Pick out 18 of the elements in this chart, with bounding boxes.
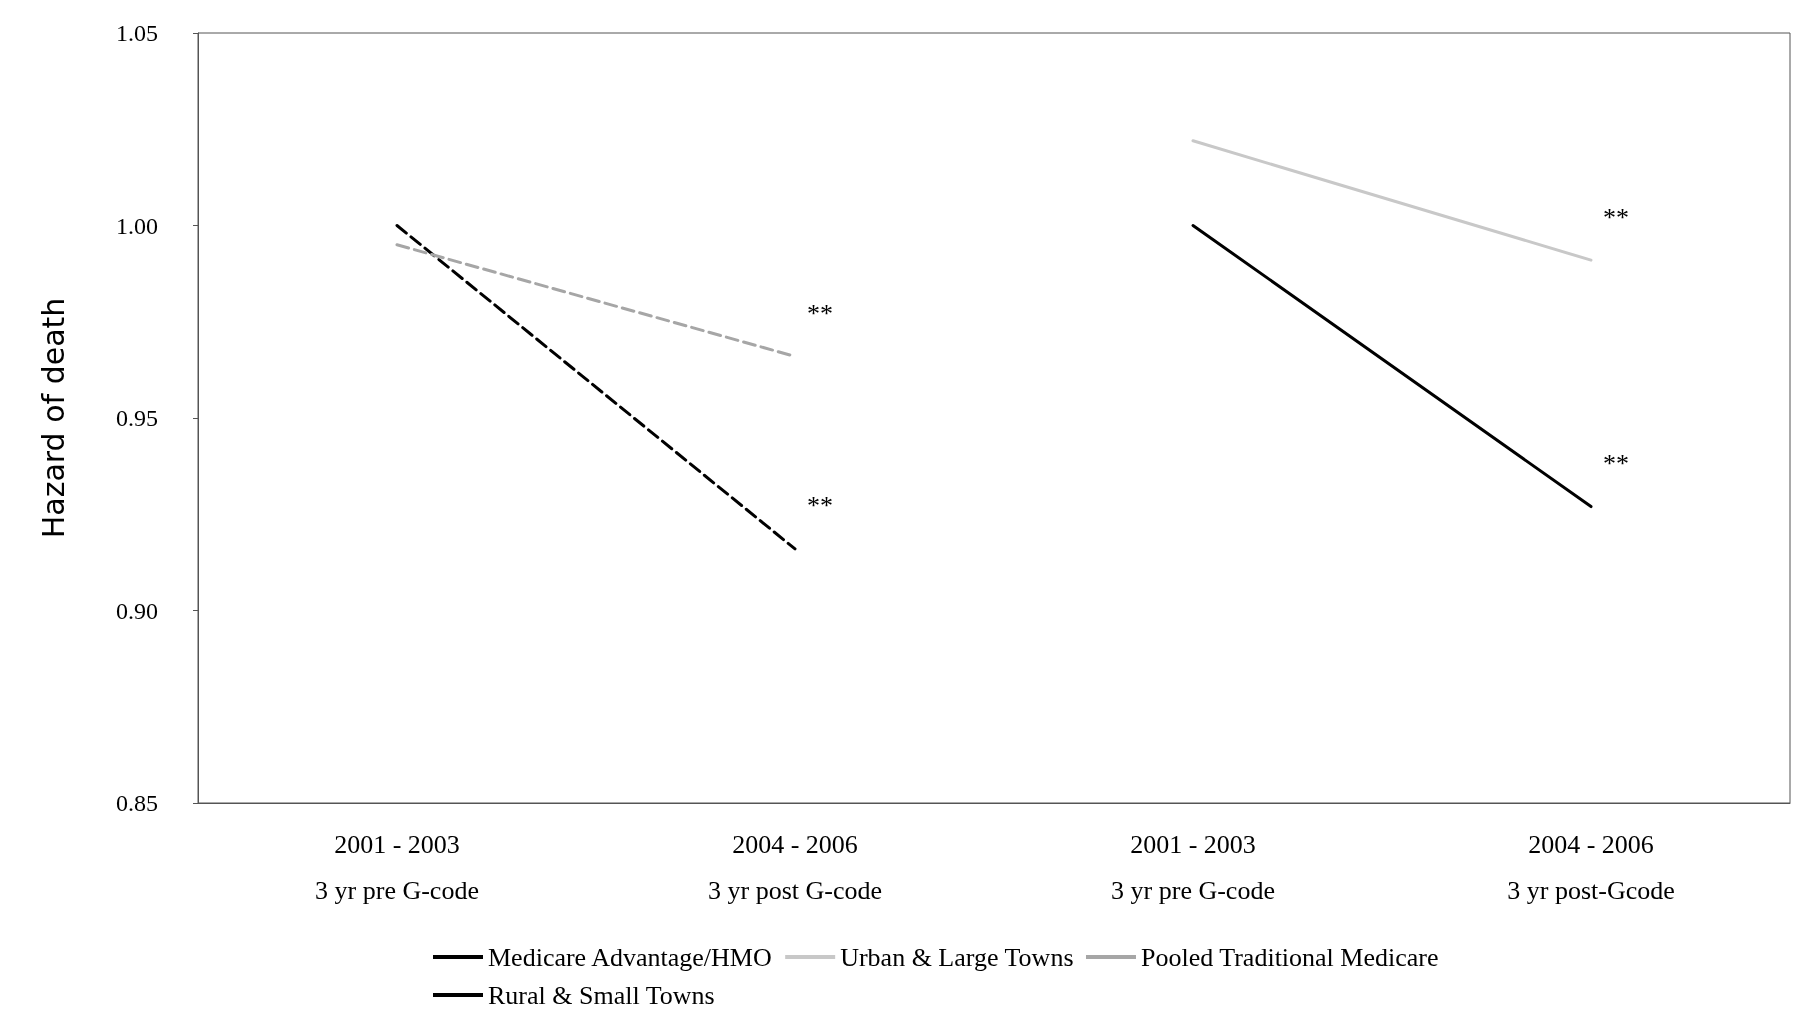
x-tick-label: 2001 - 2003 3 yr pre G-code <box>1111 829 1275 905</box>
y-tick-label: 1.00 <box>116 212 158 239</box>
legend-label: Rural & Small Towns <box>488 980 715 1010</box>
x-tick-label: 2001 - 2003 3 yr pre G-code <box>315 829 479 905</box>
y-tick-label: 0.95 <box>116 405 158 431</box>
legend-label: Medicare Advantage/HMO <box>488 942 772 972</box>
x-tick-label: 2004 - 2006 3 yr post G-code <box>707 829 883 905</box>
y-axis-title: Hazard of death <box>35 297 71 539</box>
legend-label: Pooled Traditional Medicare <box>1140 942 1439 972</box>
annotation: ** <box>1603 449 1629 479</box>
annotation: ** <box>1603 202 1629 232</box>
annotation: ** <box>807 491 833 521</box>
y-tick-label: 1.05 <box>116 20 158 46</box>
y-tick-label: 0.90 <box>116 597 158 624</box>
y-tick-label: 0.85 <box>116 790 158 816</box>
annotation: ** <box>807 298 833 328</box>
legend-label: Urban & Large Towns <box>840 942 1074 972</box>
x-tick-label: 2004 - 2006 3 yr post-Gcode <box>1507 829 1675 905</box>
